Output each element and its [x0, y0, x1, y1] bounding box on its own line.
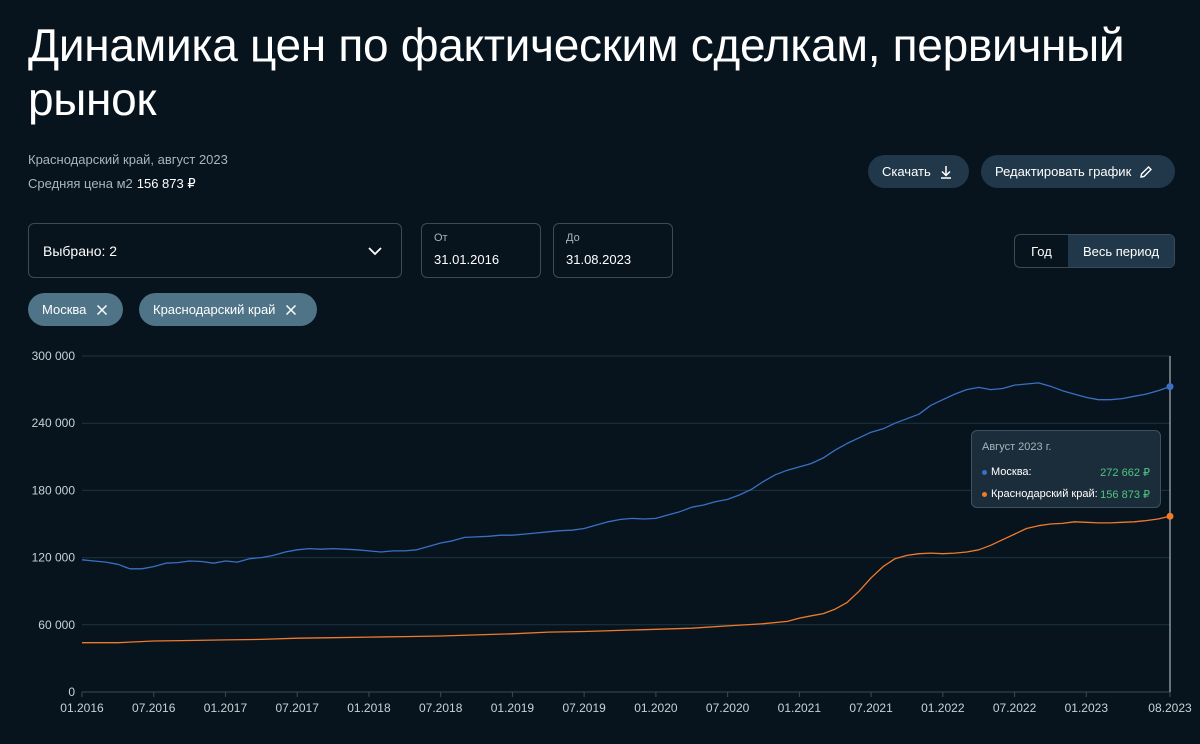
x-tick-label: 01.2017: [204, 701, 248, 715]
date-from-value: 31.01.2016: [434, 252, 500, 267]
chip-moscow[interactable]: Москва: [28, 293, 123, 326]
y-tick-label: 0: [68, 685, 75, 699]
download-button-label: Скачать: [882, 164, 931, 179]
x-tick-label: 07.2020: [706, 701, 750, 715]
series-line-moscow: [81, 382, 1171, 570]
y-tick-label: 120 000: [32, 551, 76, 565]
chart-tooltip: Август 2023 г. Москва: 272 662 ₽ Краснод…: [971, 430, 1161, 508]
krasnodar-legend-dot: [982, 491, 987, 497]
chart-series: [81, 382, 1174, 644]
period-year-option[interactable]: Год: [1031, 243, 1052, 259]
x-tick-label: 07.2021: [849, 701, 893, 715]
close-icon[interactable]: [96, 304, 108, 316]
close-icon[interactable]: [285, 304, 297, 316]
region-select[interactable]: Выбрано: 2: [28, 223, 402, 278]
chip-krasnodar-label: Краснодарский край: [153, 302, 276, 317]
y-tick-label: 240 000: [32, 416, 76, 430]
region-select-value: Выбрано: 2: [43, 242, 118, 259]
period-toggle: Год Весь период: [1014, 234, 1175, 268]
chip-moscow-label: Москва: [42, 302, 87, 317]
edit-chart-button-label: Редактировать график: [995, 164, 1132, 179]
tooltip-row-moscow: Москва: 272 662 ₽: [982, 461, 1150, 483]
y-tick-label: 300 000: [32, 349, 76, 363]
x-tick-label: 07.2017: [276, 701, 320, 715]
region-period-subtitle: Краснодарский край, август 2023: [28, 152, 228, 167]
average-price-value: 156 873 ₽: [136, 176, 196, 191]
average-price-label: Средняя цена м2: [28, 176, 133, 191]
tooltip-moscow-name: Москва:: [991, 466, 1032, 478]
chart-grid: [82, 355, 1170, 693]
y-axis-labels: 0 60 000 120 000 180 000 240 000 300 000: [32, 349, 76, 699]
x-tick-label: 01.2019: [491, 701, 535, 715]
x-tick-label: 01.2018: [347, 701, 391, 715]
date-to-value: 31.08.2023: [566, 252, 632, 267]
page-title: Динамика цен по фактическим сделкам, пер…: [28, 19, 1125, 125]
y-tick-label: 60 000: [38, 618, 75, 632]
series-line-krasnodar: [82, 515, 1171, 644]
x-tick-label: 01.2020: [634, 701, 678, 715]
average-price: Средняя цена м2 156 873 ₽: [28, 176, 196, 192]
chevron-down-icon: [368, 246, 382, 255]
x-tick-label: 07.2022: [993, 701, 1037, 715]
download-icon: [940, 165, 951, 179]
x-axis-labels: 01.2016 07.2016 01.2017 07.2017 01.2018 07.20…: [60, 692, 1192, 715]
x-tick-label: 01.2021: [778, 701, 822, 715]
tooltip-title: Август 2023 г.: [982, 441, 1052, 453]
chip-krasnodar[interactable]: Краснодарский край: [139, 293, 317, 326]
date-to-label: До: [566, 232, 580, 244]
edit-chart-button[interactable]: Редактировать график: [981, 155, 1175, 188]
moscow-legend-dot: [982, 469, 987, 475]
series-end-point-krasnodar: [1166, 512, 1174, 520]
pencil-icon: [1140, 165, 1153, 178]
x-tick-label: 01.2023: [1065, 701, 1109, 715]
x-tick-label: 07.2016: [132, 701, 176, 715]
period-all-option[interactable]: Весь период: [1068, 235, 1174, 267]
tooltip-krasnodar-value: 156 873 ₽: [1100, 488, 1150, 501]
date-from-field[interactable]: От 31.01.2016: [421, 223, 541, 278]
x-tick-label: 01.2016: [60, 701, 104, 715]
y-tick-label: 180 000: [32, 483, 76, 497]
x-tick-label: 01.2022: [921, 701, 965, 715]
date-from-label: От: [434, 232, 448, 244]
series-end-point-moscow: [1166, 383, 1174, 391]
price-line-chart: 0 60 000 120 000 180 000 240 000 300 000 01.2…: [32, 349, 1192, 715]
x-tick-label: 07.2018: [419, 701, 463, 715]
tooltip-row-krasnodar: Краснодарский край: 156 873 ₽: [982, 483, 1150, 505]
tooltip-krasnodar-name: Краснодарский край:: [991, 488, 1098, 500]
download-button[interactable]: Скачать: [868, 155, 969, 188]
x-tick-label: 08.2023: [1148, 701, 1192, 715]
x-tick-label: 07.2019: [562, 701, 606, 715]
date-to-field[interactable]: До 31.08.2023: [553, 223, 673, 278]
tooltip-moscow-value: 272 662 ₽: [1100, 466, 1150, 479]
